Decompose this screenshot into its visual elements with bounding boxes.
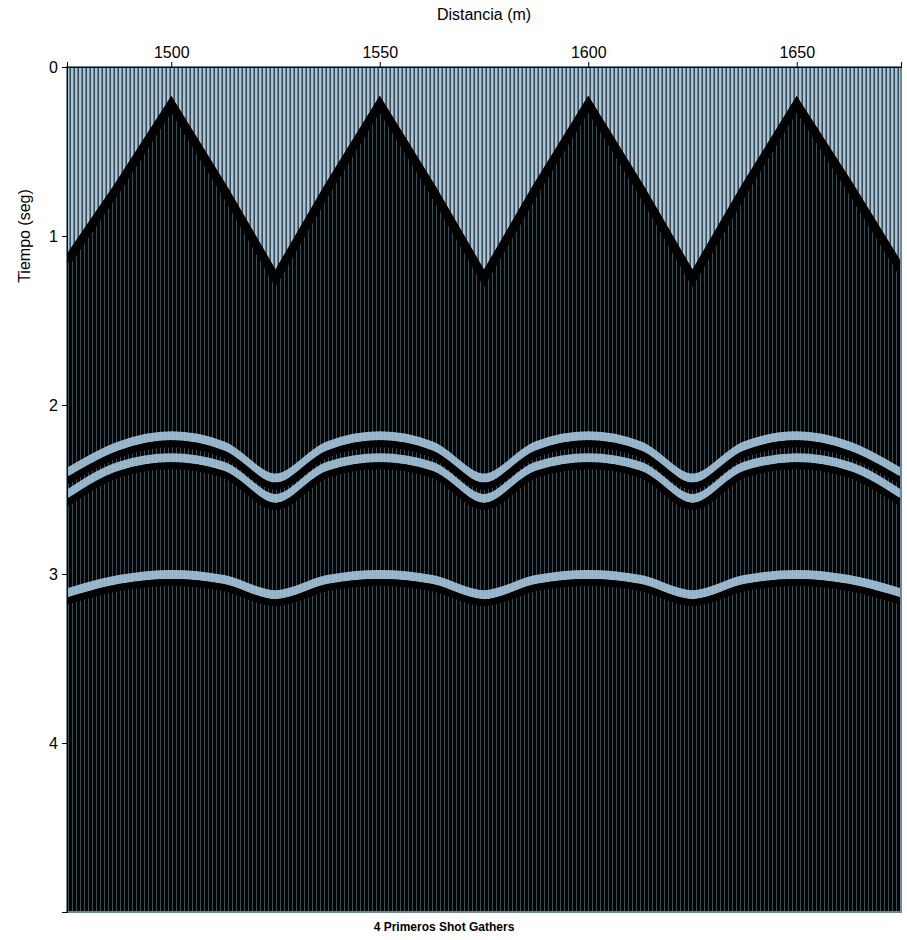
tick-label: 2	[49, 397, 58, 414]
tick-mark	[62, 405, 67, 406]
tick: 1600	[571, 44, 607, 67]
tick-label: 1550	[362, 44, 398, 61]
chart: 1500 1550 1600 1650 0 1 2 3 4 Distancia (m) Tiempo…	[0, 0, 907, 940]
background-traces	[67, 67, 901, 912]
first-arrival	[67, 104, 901, 278]
tick: 4	[49, 735, 67, 752]
tick-mark	[62, 67, 67, 68]
y-axis-title: Tiempo (seg)	[16, 189, 33, 283]
tick: 1500	[154, 44, 190, 67]
tick: 0	[49, 59, 67, 76]
plot-frame	[67, 67, 901, 912]
tick-mark	[380, 62, 381, 67]
tick-mark	[797, 62, 798, 67]
tick-label: 3	[49, 566, 58, 583]
tick: 1650	[779, 44, 815, 67]
tick-label: 1600	[571, 44, 607, 61]
tick-label: 1650	[779, 44, 815, 61]
axis-line	[62, 68, 68, 913]
reflection	[67, 466, 901, 507]
tick: 1550	[362, 44, 398, 67]
x-axis: 1500 1550 1600 1650	[68, 44, 902, 68]
tick-mark	[588, 62, 589, 67]
tick: 2	[49, 397, 67, 414]
y-axis: 0 1 2 3 4	[49, 59, 67, 913]
first-arrival-area	[67, 104, 901, 912]
x-axis-title: Distancia (m)	[437, 6, 531, 23]
tick-label: 1500	[154, 44, 190, 61]
tick-label: 4	[49, 735, 58, 752]
tick-mark	[171, 62, 172, 67]
axis-line	[68, 62, 902, 68]
title: 4 Primeros Shot Gathers	[374, 920, 515, 934]
tick-mark	[62, 574, 67, 575]
reflection	[67, 582, 901, 602]
plot: 1500 1550 1600 1650 0 1 2 3 4	[49, 44, 901, 913]
tick-label: 1	[49, 228, 58, 245]
marks	[67, 67, 901, 912]
tick: 1	[49, 228, 67, 245]
tick: 3	[49, 566, 67, 583]
tick-label: 0	[49, 59, 58, 76]
tick-mark	[62, 236, 67, 237]
tick-mark	[62, 743, 67, 744]
